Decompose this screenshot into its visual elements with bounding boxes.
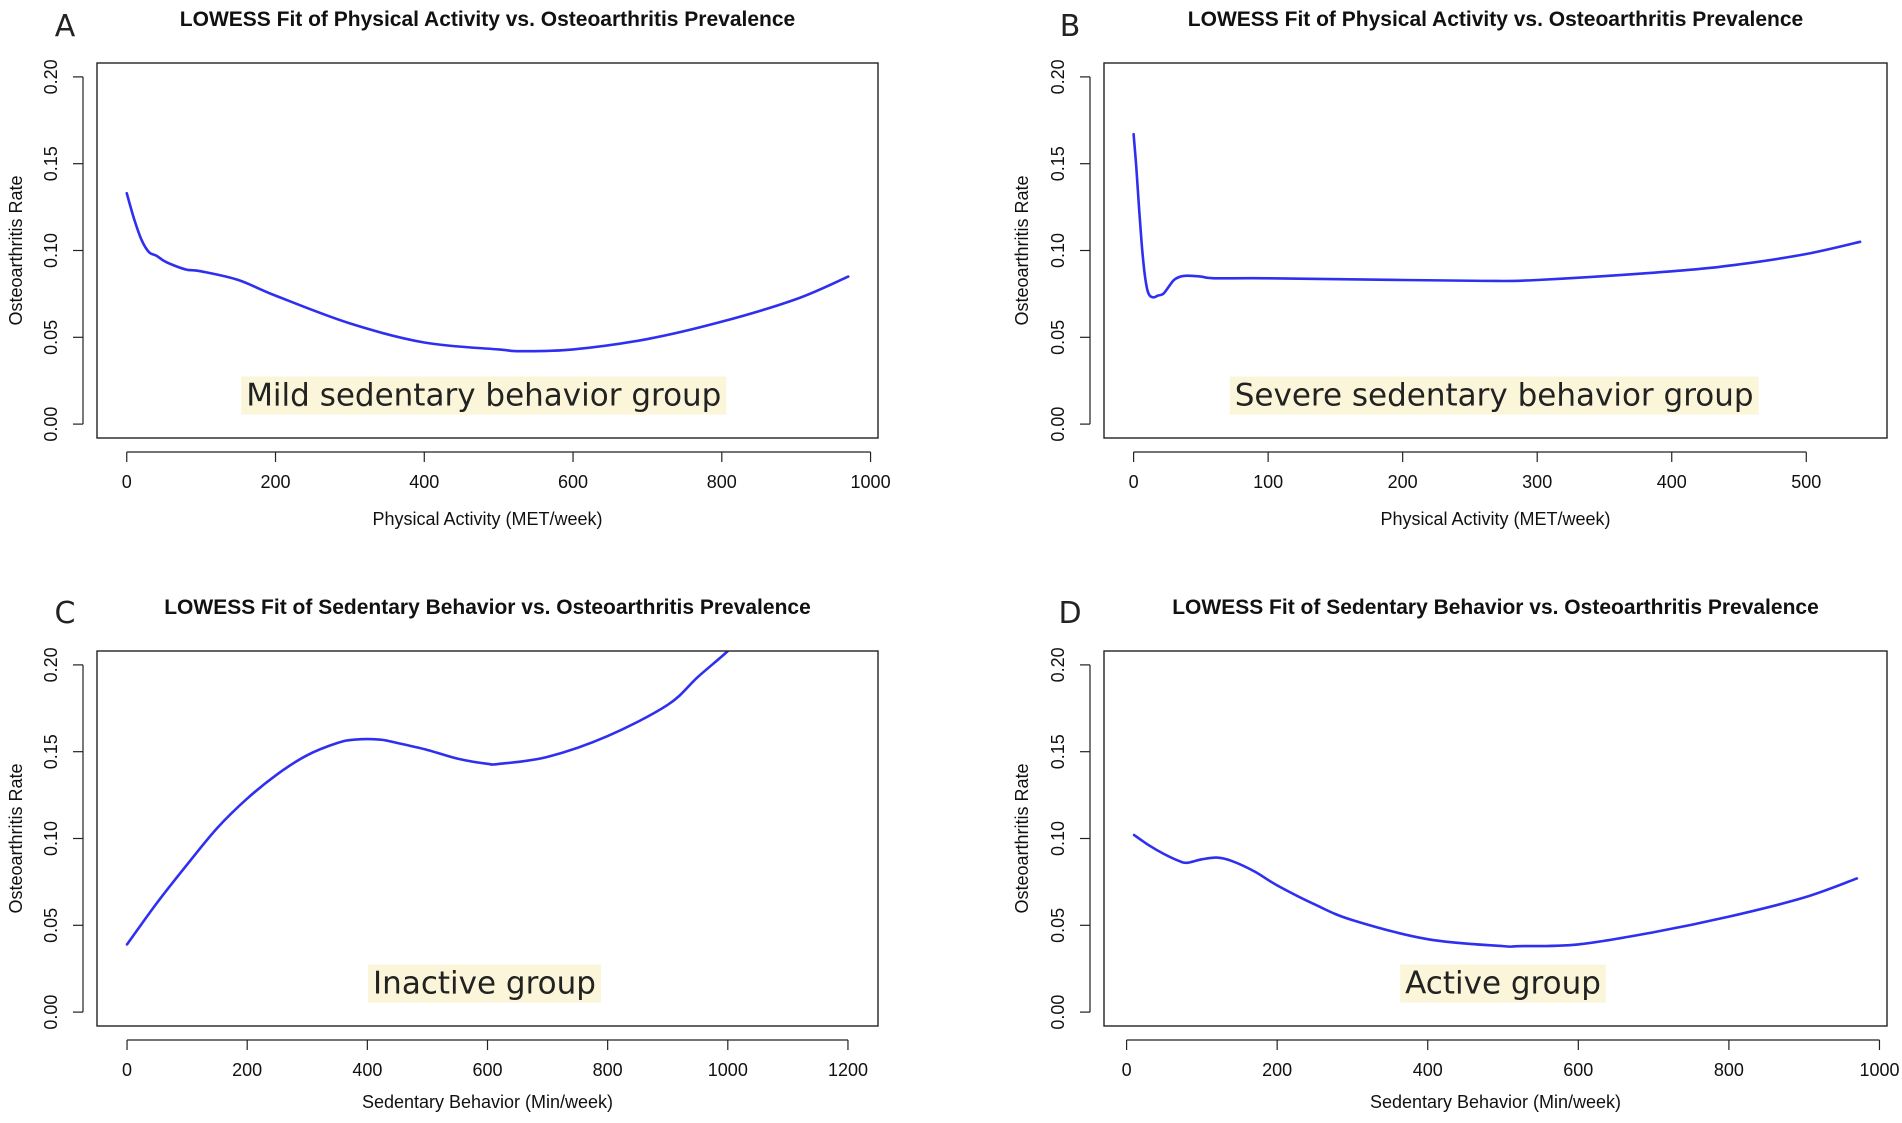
x-tick-label: 200 bbox=[1388, 472, 1418, 492]
y-tick-label: 0.20 bbox=[41, 647, 61, 682]
x-tick-label: 400 bbox=[1657, 472, 1687, 492]
x-axis-label: Sedentary Behavior (Min/week) bbox=[1370, 1092, 1621, 1112]
panel-d: D LOWESS Fit of Sedentary Behavior vs. Os… bbox=[1012, 596, 1899, 1112]
x-tick-label: 800 bbox=[707, 472, 737, 492]
y-tick-label: 0.15 bbox=[1048, 146, 1068, 181]
y-tick-label: 0.05 bbox=[41, 908, 61, 943]
y-tick-label: 0.05 bbox=[1048, 908, 1068, 943]
x-tick-label: 100 bbox=[1253, 472, 1283, 492]
y-tick-label: 0.10 bbox=[1048, 821, 1068, 856]
y-tick-label: 0.20 bbox=[1048, 59, 1068, 94]
x-axis-label: Physical Activity (MET/week) bbox=[372, 509, 602, 529]
y-axis-label: Osteoarthritis Rate bbox=[1012, 763, 1032, 913]
chart-title: LOWESS Fit of Physical Activity vs. Oste… bbox=[1188, 8, 1803, 31]
y-tick-label: 0.00 bbox=[41, 407, 61, 442]
annotation-background bbox=[1400, 964, 1606, 1003]
y-tick-label: 0.05 bbox=[1048, 320, 1068, 355]
x-axis-label: Physical Activity (MET/week) bbox=[1380, 509, 1610, 529]
group-annotation: Active group bbox=[1400, 964, 1606, 1003]
y-tick-label: 0.15 bbox=[41, 146, 61, 181]
plot-frame bbox=[96, 650, 879, 1027]
plot-frame bbox=[1103, 62, 1888, 439]
x-tick-label: 600 bbox=[472, 1060, 502, 1080]
x-tick-label: 400 bbox=[1413, 1060, 1443, 1080]
x-tick-label: 1000 bbox=[1859, 1060, 1899, 1080]
x-tick-label: 0 bbox=[122, 472, 132, 492]
x-tick-label: 200 bbox=[260, 472, 290, 492]
chart-title: LOWESS Fit of Sedentary Behavior vs. Ost… bbox=[1172, 596, 1819, 619]
plot-frame bbox=[1103, 650, 1888, 1027]
group-annotation: Inactive group bbox=[368, 964, 601, 1003]
x-tick-label: 200 bbox=[232, 1060, 262, 1080]
x-axis-label: Sedentary Behavior (Min/week) bbox=[362, 1092, 613, 1112]
y-tick-label: 0.10 bbox=[41, 233, 61, 268]
panel-a: A LOWESS Fit of Physical Activity vs. Ost… bbox=[6, 8, 891, 529]
y-tick-label: 0.10 bbox=[1048, 233, 1068, 268]
group-annotation: Mild sedentary behavior group bbox=[241, 376, 727, 415]
y-axis-label: Osteoarthritis Rate bbox=[6, 763, 26, 913]
lowess-curve bbox=[1132, 132, 1862, 299]
x-tick-label: 800 bbox=[593, 1060, 623, 1080]
panel-c: C LOWESS Fit of Sedentary Behavior vs. Os… bbox=[6, 596, 879, 1112]
x-tick-label: 300 bbox=[1522, 472, 1552, 492]
group-annotation: Severe sedentary behavior group bbox=[1229, 376, 1759, 415]
y-tick-label: 0.00 bbox=[1048, 995, 1068, 1030]
x-tick-label: 400 bbox=[352, 1060, 382, 1080]
y-axis-label: Osteoarthritis Rate bbox=[1012, 175, 1032, 325]
x-tick-label: 600 bbox=[558, 472, 588, 492]
x-tick-label: 500 bbox=[1791, 472, 1821, 492]
y-tick-label: 0.15 bbox=[41, 734, 61, 769]
x-tick-label: 800 bbox=[1714, 1060, 1744, 1080]
y-tick-label: 0.20 bbox=[1048, 647, 1068, 682]
annotation-label: Severe sedentary behavior group bbox=[1235, 378, 1754, 414]
x-tick-label: 0 bbox=[122, 1060, 132, 1080]
lowess-curve bbox=[1132, 833, 1859, 949]
panel-letter: A bbox=[55, 9, 76, 44]
lowess-curve bbox=[125, 651, 730, 946]
panel-b: B LOWESS Fit of Physical Activity vs. Ost… bbox=[1012, 8, 1888, 529]
annotation-background bbox=[241, 376, 727, 415]
annotation-label: Inactive group bbox=[373, 966, 596, 1002]
chart-title: LOWESS Fit of Physical Activity vs. Oste… bbox=[180, 8, 795, 31]
x-tick-label: 1000 bbox=[708, 1060, 748, 1080]
x-tick-label: 600 bbox=[1563, 1060, 1593, 1080]
y-tick-label: 0.00 bbox=[1048, 407, 1068, 442]
annotation-background bbox=[368, 964, 601, 1003]
chart-title: LOWESS Fit of Sedentary Behavior vs. Ost… bbox=[164, 596, 811, 619]
x-tick-label: 0 bbox=[1129, 472, 1139, 492]
lowess-curve bbox=[125, 191, 850, 353]
x-tick-label: 1000 bbox=[851, 472, 891, 492]
x-tick-label: 400 bbox=[409, 472, 439, 492]
panel-letter: C bbox=[55, 596, 76, 631]
x-tick-label: 1200 bbox=[828, 1060, 868, 1080]
x-tick-label: 0 bbox=[1122, 1060, 1132, 1080]
y-tick-label: 0.20 bbox=[41, 59, 61, 94]
y-tick-label: 0.00 bbox=[41, 995, 61, 1030]
y-axis-label: Osteoarthritis Rate bbox=[6, 175, 26, 325]
y-tick-label: 0.15 bbox=[1048, 734, 1068, 769]
panel-letter: B bbox=[1060, 9, 1081, 44]
annotation-label: Active group bbox=[1405, 966, 1601, 1002]
annotation-background bbox=[1229, 376, 1759, 415]
plot-frame bbox=[96, 62, 879, 439]
panel-letter: D bbox=[1058, 596, 1081, 631]
annotation-label: Mild sedentary behavior group bbox=[246, 378, 721, 414]
y-tick-label: 0.10 bbox=[41, 821, 61, 856]
y-tick-label: 0.05 bbox=[41, 320, 61, 355]
x-tick-label: 200 bbox=[1262, 1060, 1292, 1080]
